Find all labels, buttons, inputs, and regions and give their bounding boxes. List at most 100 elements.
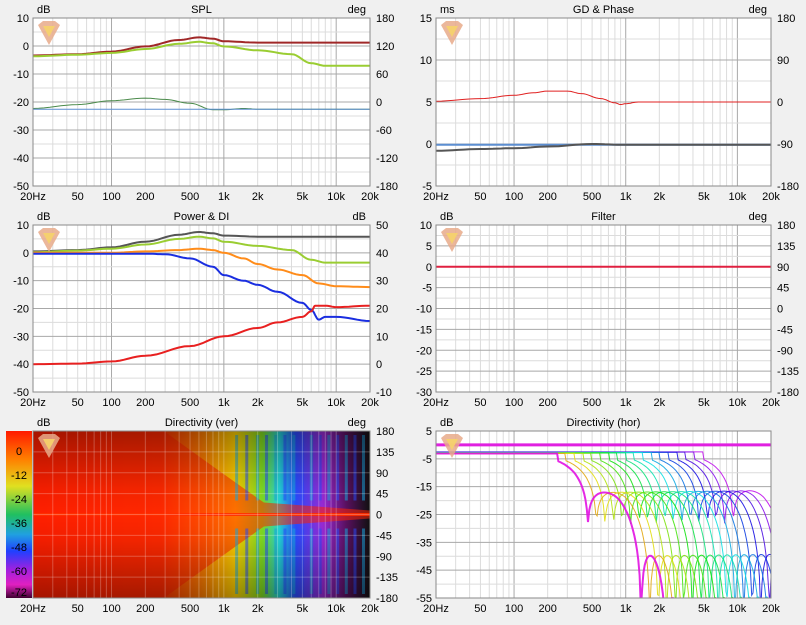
power-y-tick-label: -20	[13, 304, 29, 316]
power-series-line-2	[33, 247, 370, 289]
dir-ver-colorbar-tick-label: -24	[11, 494, 27, 506]
gd-x-tick-label: 10k	[729, 191, 747, 203]
dir-hor-x-tick-label: 1k	[620, 603, 632, 615]
filter-panel	[436, 224, 771, 393]
power-series-line-3	[33, 252, 370, 322]
logo-inner	[446, 26, 458, 37]
power-x-tick-label: 1k	[218, 397, 230, 409]
power-y2-tick-label: 0	[376, 359, 382, 371]
spl-y2-tick-label: -60	[376, 125, 392, 137]
dir-ver-y2-tick-label: 45	[376, 489, 388, 501]
dir-ver-x-tick-label: 20Hz	[20, 603, 46, 615]
filter-y-tick-label: 10	[420, 220, 432, 232]
dir-hor-y-tick-label: -35	[416, 537, 432, 549]
gd-y-tick-label: -5	[422, 181, 432, 193]
dir-ver-colorbar-tick-label: -36	[11, 518, 27, 530]
filter-x-tick-label: 10k	[729, 397, 747, 409]
gd-x-tick-label: 50	[474, 191, 486, 203]
filter-y2-tick-label: -135	[777, 366, 799, 378]
power-y-tick-label: 10	[17, 220, 29, 232]
dir-ver-x-tick-label: 20k	[361, 603, 379, 615]
filter-y-tick-label: -15	[416, 324, 432, 336]
gd-title: GD & Phase	[573, 4, 634, 16]
dir-hor-y-tick-label: -25	[416, 510, 432, 522]
gd-y2-tick-label: 90	[777, 55, 789, 67]
speaker-shield-icon	[441, 434, 463, 458]
logo-inner	[43, 26, 55, 37]
power-x-tick-label: 50	[72, 397, 84, 409]
logo-inner	[43, 439, 55, 450]
dir-hor-border	[435, 430, 772, 599]
gd-x-tick-label: 500	[583, 191, 601, 203]
gd-y-tick-label: 0	[426, 139, 432, 151]
filter-x-tick-label: 5k	[698, 397, 710, 409]
dir-hor-x-tick-label: 5k	[698, 603, 710, 615]
filter-y-tick-label: -5	[422, 283, 432, 295]
filter-y-tick-label: -20	[416, 345, 432, 357]
filter-x-tick-label: 20k	[762, 397, 780, 409]
filter-left-unit: dB	[440, 211, 453, 223]
gd-series-group	[436, 90, 771, 152]
dir-hor-y-tick-label: -55	[416, 593, 432, 605]
spl-x-tick-label: 500	[181, 191, 199, 203]
spl-panel	[33, 17, 370, 187]
filter-y2-tick-label: 45	[777, 283, 789, 295]
power-y-tick-label: -10	[13, 276, 29, 288]
dir-hor-y-tick-label: 5	[426, 426, 432, 438]
spl-x-tick-label: 2k	[252, 191, 264, 203]
power-y2-tick-label: 10	[376, 331, 388, 343]
spl-y-tick-label: -50	[13, 181, 29, 193]
power-right-unit: dB	[353, 211, 366, 223]
gd-y-tick-label: 15	[420, 13, 432, 25]
power-border	[32, 224, 371, 393]
power-y-tick-label: -50	[13, 387, 29, 399]
power-y-tick-label: 0	[23, 248, 29, 260]
spl-border	[32, 17, 371, 187]
dir-ver-y2-tick-label: 180	[376, 426, 394, 438]
filter-border	[435, 224, 772, 393]
dir-ver-y2-tick-label: 0	[376, 510, 382, 522]
spl-x-tick-label: 5k	[297, 191, 309, 203]
dir-hor-x-tick-label: 100	[505, 603, 523, 615]
power-x-tick-label: 2k	[252, 397, 264, 409]
dir-hor-x-tick-label: 20k	[762, 603, 780, 615]
power-y2-tick-label: 40	[376, 248, 388, 260]
spl-left-unit: dB	[37, 4, 50, 16]
speaker-shield-icon	[38, 21, 60, 45]
dir-ver-y2-tick-label: 135	[376, 447, 394, 459]
dir-ver-heatmap	[33, 431, 370, 598]
dir-ver-axes: Directivity (ver) dB deg 0 -12 -24 -36 -48 -60 -7…	[11, 417, 398, 615]
filter-x-tick-label: 20Hz	[423, 397, 449, 409]
filter-y2-tick-label: 90	[777, 262, 789, 274]
gd-x-tick-label: 200	[538, 191, 556, 203]
filter-y2-tick-label: -45	[777, 324, 793, 336]
dir-ver-border	[32, 430, 371, 599]
filter-y2-tick-label: 135	[777, 241, 795, 253]
filter-x-tick-label: 500	[583, 397, 601, 409]
spl-x-tick-label: 50	[72, 191, 84, 203]
dir-ver-title: Directivity (ver)	[165, 417, 238, 429]
dir-ver-panel	[6, 430, 370, 599]
dir-hor-x-tick-label: 10k	[729, 603, 747, 615]
filter-x-tick-label: 2k	[654, 397, 666, 409]
filter-y-tick-label: -10	[416, 304, 432, 316]
gd-border	[435, 17, 772, 187]
power-x-tick-label: 200	[136, 397, 154, 409]
gd-right-unit: deg	[749, 4, 767, 16]
power-y2-tick-label: 50	[376, 220, 388, 232]
power-x-tick-label: 10k	[327, 397, 345, 409]
dir-ver-x-tick-label: 500	[181, 603, 199, 615]
gd-series-line-2	[436, 143, 771, 152]
gd-y-tick-label: 5	[426, 97, 432, 109]
dir-ver-y2-tick-label: -180	[376, 593, 398, 605]
spl-y-tick-label: -10	[13, 69, 29, 81]
dir-ver-y2-tick-label: 90	[376, 468, 388, 480]
gd-y2-tick-label: -90	[777, 139, 793, 151]
spl-series-group	[33, 36, 370, 111]
gd-x-tick-label: 2k	[654, 191, 666, 203]
spl-y2-tick-label: -120	[376, 153, 398, 165]
gd-x-tick-label: 5k	[698, 191, 710, 203]
gd-left-unit: ms	[440, 4, 455, 16]
